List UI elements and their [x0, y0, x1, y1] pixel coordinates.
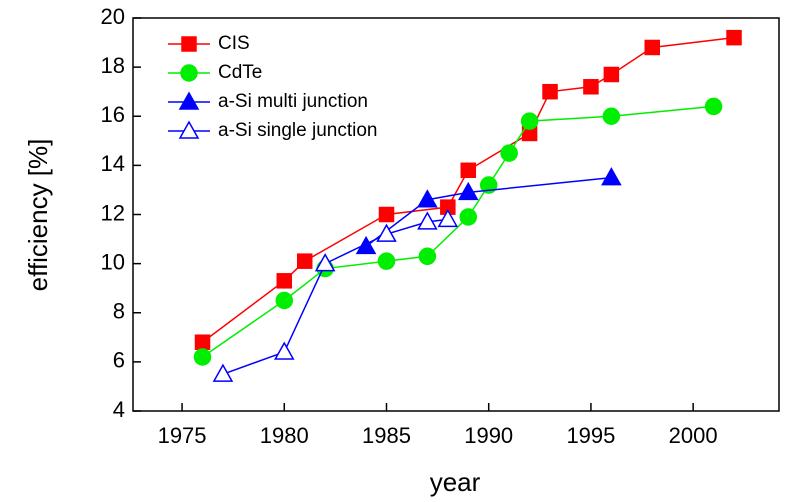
marker	[376, 223, 397, 242]
y-tick-label: 4	[113, 397, 125, 422]
x-tick-label: 1990	[464, 423, 513, 448]
legend-marker	[178, 120, 200, 139]
legend-marker	[181, 36, 197, 52]
marker	[459, 208, 478, 226]
x-tick-label: 2000	[669, 423, 718, 448]
marker	[193, 348, 212, 366]
marker	[726, 29, 742, 46]
marker	[460, 162, 477, 179]
marker	[644, 39, 661, 56]
y-tick-label: 18	[101, 53, 125, 78]
marker	[378, 206, 395, 223]
legend-label: a-Si multi junction	[218, 91, 368, 112]
legend-label: CIS	[218, 33, 250, 54]
x-axis-label: year	[430, 467, 481, 497]
marker	[603, 66, 620, 83]
marker	[212, 363, 234, 382]
marker	[314, 253, 336, 272]
marker	[194, 334, 211, 350]
marker	[520, 112, 539, 130]
marker	[296, 253, 313, 269]
y-tick-label: 16	[101, 102, 125, 127]
y-tick-label: 10	[101, 249, 125, 274]
y-tick-label: 14	[101, 151, 125, 176]
y-tick-label: 6	[113, 348, 125, 373]
marker	[583, 79, 599, 95]
y-tick-label: 20	[101, 4, 125, 29]
x-tick-label: 1985	[362, 423, 411, 448]
legend-marker	[178, 91, 200, 110]
series-line	[222, 218, 448, 375]
marker	[417, 211, 438, 230]
marker	[437, 208, 459, 228]
legend-label: a-Si single junction	[218, 120, 377, 141]
legend-label: CdTe	[218, 62, 262, 83]
y-tick-label: 8	[113, 299, 125, 324]
marker	[418, 247, 437, 266]
marker	[601, 167, 622, 186]
marker	[273, 341, 295, 360]
marker	[377, 252, 396, 270]
marker	[479, 176, 498, 194]
marker	[704, 97, 723, 116]
legend-marker	[180, 64, 198, 82]
y-axis-label: efficiency [%]	[23, 139, 53, 292]
y-tick-label: 12	[101, 200, 125, 225]
series-line	[202, 105, 714, 358]
marker	[542, 83, 558, 100]
x-tick-label: 1980	[260, 423, 309, 448]
series-line	[365, 176, 612, 248]
marker	[355, 235, 377, 255]
marker	[457, 181, 479, 201]
x-tick-label: 1975	[158, 423, 207, 448]
marker	[417, 189, 438, 208]
x-tick-label: 1995	[566, 423, 615, 448]
marker	[276, 273, 293, 289]
marker	[602, 107, 621, 125]
marker	[500, 144, 518, 162]
marker	[275, 291, 294, 310]
